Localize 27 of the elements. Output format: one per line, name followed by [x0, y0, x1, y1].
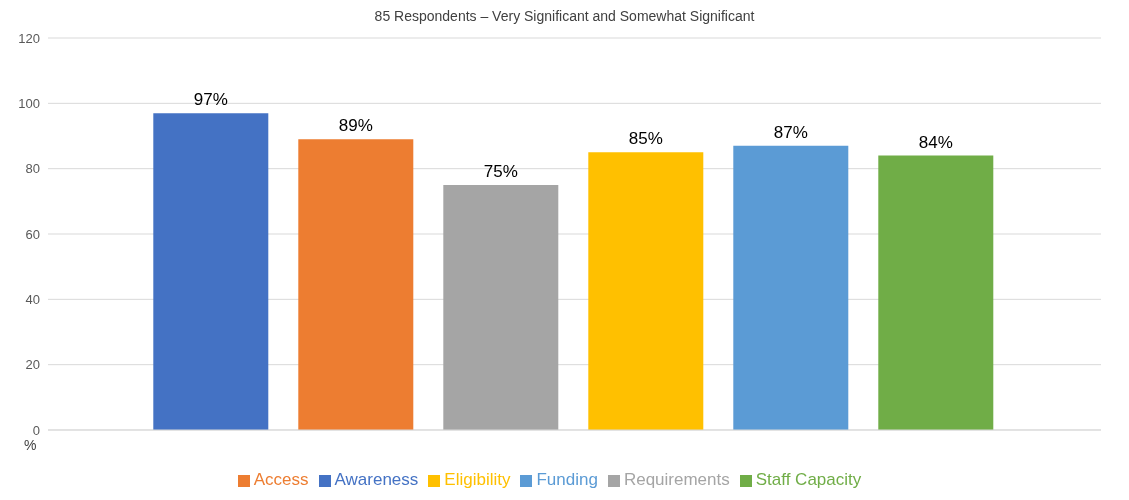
data-label: 97% — [193, 90, 228, 110]
data-label: 89% — [338, 116, 373, 136]
y-tick-label: 20 — [25, 357, 40, 373]
legend-label: Requirements — [623, 470, 730, 489]
bar — [733, 145, 849, 430]
y-tick-label: 60 — [25, 226, 40, 242]
bar — [443, 185, 559, 430]
y-tick-label: 0 — [32, 422, 40, 438]
bar — [588, 152, 704, 430]
bar — [153, 113, 269, 430]
y-tick-label: 120 — [18, 30, 40, 46]
y-tick-label: 80 — [25, 161, 40, 177]
y-axis-title: % — [24, 437, 37, 453]
data-label: 84% — [918, 132, 953, 152]
data-label: 75% — [483, 162, 518, 181]
legend-label: Eligibility — [444, 470, 511, 489]
legend-label: Awareness — [334, 470, 419, 489]
legend-label: Funding — [536, 470, 598, 489]
bar — [878, 155, 994, 430]
y-tick-label: 100 — [18, 95, 40, 111]
data-label: 87% — [773, 122, 808, 142]
data-label: 85% — [628, 129, 663, 149]
legend-label: Staff Capacity — [755, 470, 862, 489]
y-tick-label: 40 — [25, 291, 40, 307]
chart-title: 85 Respondents – Very Significant and Somewhat Significant — [373, 8, 756, 26]
legend-label: Access — [253, 470, 309, 489]
bar — [298, 139, 414, 430]
